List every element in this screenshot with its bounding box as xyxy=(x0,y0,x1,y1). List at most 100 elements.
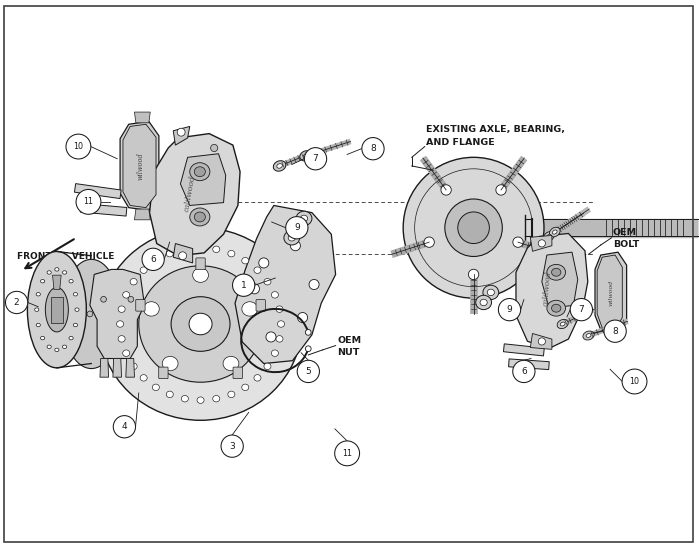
Circle shape xyxy=(286,217,308,239)
Polygon shape xyxy=(509,359,550,370)
Ellipse shape xyxy=(74,293,78,296)
Circle shape xyxy=(142,248,164,270)
Text: NUT: NUT xyxy=(337,348,359,357)
Text: 4: 4 xyxy=(122,422,127,431)
Ellipse shape xyxy=(547,264,566,280)
Polygon shape xyxy=(80,204,127,216)
Polygon shape xyxy=(174,244,192,263)
Ellipse shape xyxy=(130,363,137,370)
Ellipse shape xyxy=(41,280,45,283)
FancyBboxPatch shape xyxy=(256,300,265,311)
Ellipse shape xyxy=(254,375,261,381)
Ellipse shape xyxy=(118,306,125,312)
Circle shape xyxy=(259,258,269,268)
Text: 7: 7 xyxy=(578,305,584,314)
Polygon shape xyxy=(174,127,190,145)
Ellipse shape xyxy=(35,308,38,311)
Text: 8: 8 xyxy=(370,144,376,153)
Ellipse shape xyxy=(242,302,258,316)
Polygon shape xyxy=(516,234,588,348)
Circle shape xyxy=(298,360,319,383)
Circle shape xyxy=(444,199,503,257)
Ellipse shape xyxy=(487,289,494,295)
Text: calilwood: calilwood xyxy=(183,174,197,212)
Text: OEM: OEM xyxy=(613,228,637,238)
FancyBboxPatch shape xyxy=(136,300,145,311)
Ellipse shape xyxy=(130,278,137,285)
Ellipse shape xyxy=(273,161,286,171)
Polygon shape xyxy=(126,359,134,377)
Polygon shape xyxy=(74,183,121,199)
Ellipse shape xyxy=(552,230,557,234)
Text: 10: 10 xyxy=(74,142,83,151)
Ellipse shape xyxy=(197,397,204,403)
Circle shape xyxy=(362,138,384,160)
Ellipse shape xyxy=(55,268,59,271)
Ellipse shape xyxy=(41,336,45,340)
Ellipse shape xyxy=(288,235,295,241)
Ellipse shape xyxy=(153,384,160,390)
Polygon shape xyxy=(134,112,150,123)
Text: 8: 8 xyxy=(612,327,618,336)
Circle shape xyxy=(496,185,506,195)
Circle shape xyxy=(298,312,307,323)
Circle shape xyxy=(441,185,452,195)
Circle shape xyxy=(513,237,523,247)
Circle shape xyxy=(232,274,255,296)
Circle shape xyxy=(87,311,93,317)
Ellipse shape xyxy=(190,163,210,181)
Polygon shape xyxy=(531,334,552,349)
Ellipse shape xyxy=(552,304,561,312)
Ellipse shape xyxy=(47,271,51,274)
Ellipse shape xyxy=(69,280,73,283)
Ellipse shape xyxy=(62,345,66,348)
Ellipse shape xyxy=(547,300,566,316)
Polygon shape xyxy=(123,124,156,207)
Text: 11: 11 xyxy=(342,449,352,458)
Polygon shape xyxy=(120,121,159,211)
FancyBboxPatch shape xyxy=(196,258,205,269)
Ellipse shape xyxy=(300,151,312,161)
Ellipse shape xyxy=(118,336,125,342)
Circle shape xyxy=(309,280,319,289)
Ellipse shape xyxy=(117,321,124,327)
Circle shape xyxy=(335,441,360,466)
Text: 2: 2 xyxy=(14,298,20,307)
Text: wilwood: wilwood xyxy=(136,152,144,180)
Circle shape xyxy=(221,435,244,458)
FancyBboxPatch shape xyxy=(233,367,242,378)
FancyBboxPatch shape xyxy=(159,367,168,378)
Ellipse shape xyxy=(55,348,59,352)
Ellipse shape xyxy=(560,322,565,326)
Ellipse shape xyxy=(228,391,235,397)
Text: 6: 6 xyxy=(521,367,526,376)
Ellipse shape xyxy=(583,331,594,340)
Ellipse shape xyxy=(241,384,248,390)
Circle shape xyxy=(177,128,185,136)
Polygon shape xyxy=(134,209,150,220)
Polygon shape xyxy=(542,252,578,308)
Text: 6: 6 xyxy=(150,255,156,264)
Ellipse shape xyxy=(277,321,284,327)
Circle shape xyxy=(468,269,479,280)
Ellipse shape xyxy=(144,302,160,316)
Circle shape xyxy=(538,338,545,345)
Ellipse shape xyxy=(303,153,309,158)
Ellipse shape xyxy=(480,299,487,306)
Ellipse shape xyxy=(99,228,302,420)
Text: 3: 3 xyxy=(230,442,235,450)
Circle shape xyxy=(424,237,434,247)
Ellipse shape xyxy=(166,251,174,257)
Ellipse shape xyxy=(195,167,205,177)
Polygon shape xyxy=(531,235,552,251)
Ellipse shape xyxy=(36,293,41,296)
Text: AND FLANGE: AND FLANGE xyxy=(426,138,495,146)
Ellipse shape xyxy=(181,246,188,253)
Circle shape xyxy=(622,369,647,394)
Polygon shape xyxy=(90,269,144,359)
Circle shape xyxy=(128,296,134,302)
Circle shape xyxy=(403,157,544,298)
Circle shape xyxy=(604,320,626,342)
Ellipse shape xyxy=(140,375,147,381)
Ellipse shape xyxy=(140,267,147,274)
